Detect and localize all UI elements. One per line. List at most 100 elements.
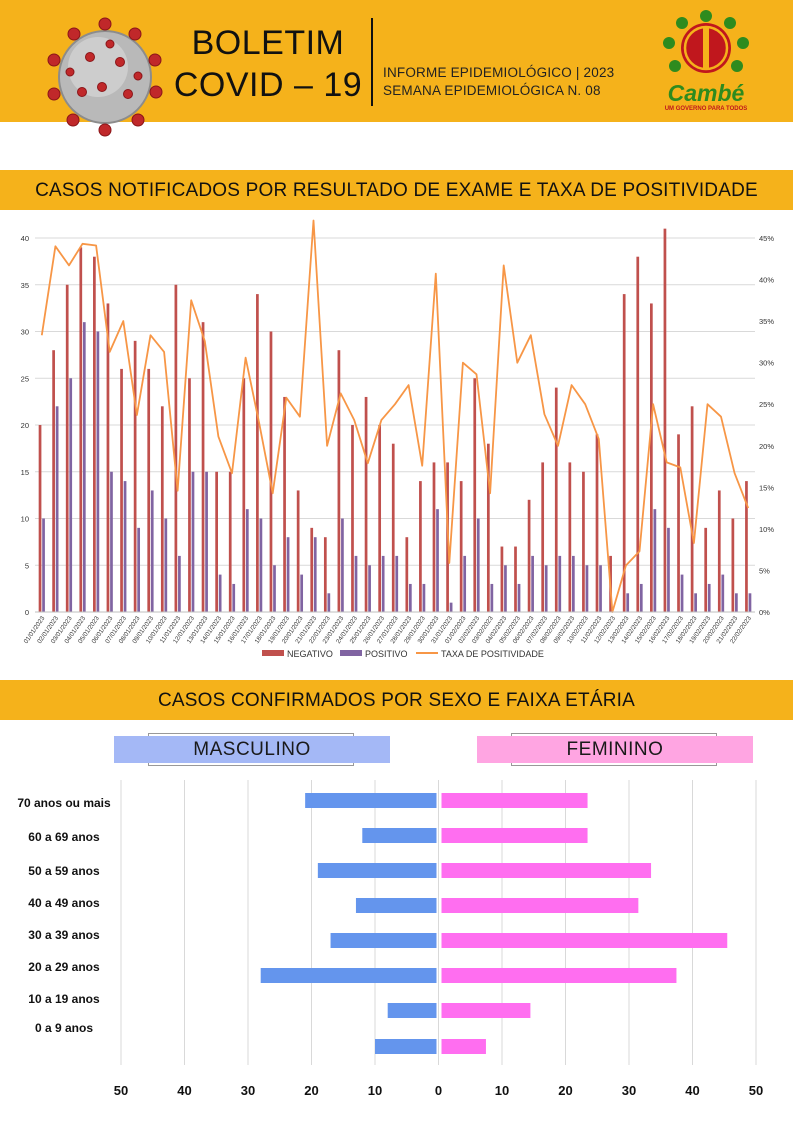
legend-positivo-swatch	[340, 650, 362, 656]
bar-positivo	[667, 527, 670, 612]
y-right-tick-label: 15%	[759, 483, 774, 492]
sex-age-chart: 50 40 30 20 10 0 10 20 30 40 50 70 anos ou mais 60 a…	[17, 780, 763, 1098]
bar-feminino	[441, 933, 728, 948]
bar-masculino	[330, 933, 437, 948]
bar-masculino	[387, 1003, 437, 1018]
bar-masculino	[355, 898, 437, 913]
bar-positivo	[626, 593, 630, 612]
bar-negativo	[568, 462, 572, 612]
bar-negativo	[649, 303, 653, 612]
y-right-tick-label: 20%	[759, 442, 774, 451]
legend-taxa-label: TAXA DE POSITIVIDADE	[441, 649, 544, 659]
bar-negativo	[745, 481, 748, 612]
coronavirus-icon	[47, 17, 163, 137]
bar-feminino	[441, 1039, 486, 1054]
section1-title: CASOS NOTIFICADOS POR RESULTADO DE EXAME…	[35, 180, 758, 201]
y-left-tick-label: 30	[21, 328, 29, 337]
bar-feminino	[441, 1003, 531, 1018]
bar-positivo	[680, 574, 684, 612]
bar-positivo	[395, 555, 399, 612]
bar-negativo	[378, 425, 382, 612]
bar-feminino	[441, 793, 588, 808]
bar-positivo	[694, 593, 697, 612]
bar-negativo	[636, 256, 640, 612]
bar-negativo	[52, 350, 55, 612]
male-label: MASCULINO	[114, 736, 390, 763]
section2-band	[0, 680, 793, 720]
bar-positivo	[123, 481, 127, 612]
y-left-tick-label: 0	[25, 608, 29, 617]
x-tick-label: 30	[241, 1083, 255, 1098]
bar-negativo	[663, 228, 667, 612]
y-right-tick-label: 40%	[759, 276, 774, 285]
bar-positivo	[449, 602, 453, 612]
bar-positivo	[354, 555, 358, 612]
bar-positivo	[721, 574, 725, 612]
bar-positivo	[381, 555, 385, 612]
bar-positivo	[544, 565, 548, 612]
bar-negativo	[269, 331, 273, 612]
bar-negativo	[160, 406, 164, 612]
y-left-tick-label: 35	[21, 281, 29, 290]
bar-negativo	[690, 406, 694, 612]
bar-positivo	[259, 518, 263, 612]
bar-negativo	[391, 443, 395, 612]
bar-positivo	[748, 593, 752, 612]
bar-negativo	[554, 387, 558, 612]
bar-negativo	[228, 471, 232, 612]
bar-positivo	[218, 574, 222, 612]
bar-negativo	[459, 481, 463, 612]
bar-negativo	[201, 322, 205, 612]
age-group-label: 0 a 9 anos	[35, 1021, 93, 1035]
bar-negativo	[93, 256, 96, 612]
female-label: FEMININO	[477, 736, 753, 763]
x-tick-label: 10	[368, 1083, 382, 1098]
bar-positivo	[82, 322, 86, 612]
bar-masculino	[375, 1039, 437, 1054]
bar-negativo	[677, 434, 680, 612]
cambe-logo	[663, 10, 749, 73]
bar-negativo	[215, 471, 218, 612]
x-tick-label: 20	[304, 1083, 318, 1098]
bar-negativo	[731, 518, 735, 612]
bar-negativo	[541, 462, 545, 612]
bar-positivo	[653, 509, 657, 612]
bulletin-subtitle: COVID – 19	[173, 66, 363, 104]
bar-positivo	[436, 509, 439, 612]
legend-negativo-swatch	[262, 650, 284, 656]
x-tick-label: 40	[685, 1083, 699, 1098]
y-right-tick-label: 30%	[759, 359, 774, 368]
bar-negativo	[704, 527, 708, 612]
bar-negativo	[337, 350, 341, 612]
bar-negativo	[256, 294, 259, 612]
bar-negativo	[310, 527, 314, 612]
bar-positivo	[300, 574, 304, 612]
y-right-tick-label: 25%	[759, 400, 774, 409]
x-tick-label: 10	[495, 1083, 509, 1098]
y-left-tick-label: 10	[21, 515, 29, 524]
bar-positivo	[55, 406, 59, 612]
x-tick-label: 0	[435, 1083, 442, 1098]
bar-positivo	[639, 583, 643, 612]
y-left-tick-label: 40	[21, 234, 29, 243]
legend-positivo-label: POSITIVO	[365, 649, 408, 659]
age-group-label: 50 a 59 anos	[28, 864, 100, 878]
y-left-tick-label: 25	[21, 374, 29, 383]
bar-positivo	[327, 593, 331, 612]
bar-positivo	[368, 565, 371, 612]
bar-negativo	[582, 471, 585, 612]
bar-feminino	[441, 863, 652, 878]
epi-week-info: SEMANA EPIDEMIOLÓGICA N. 08	[383, 83, 601, 98]
y-right-tick-label: 5%	[759, 566, 770, 575]
bar-negativo	[296, 490, 300, 612]
bar-positivo	[408, 583, 412, 612]
bar-negativo	[65, 284, 69, 612]
bar-negativo	[432, 462, 436, 612]
y-right-tick-label: 0%	[759, 608, 770, 617]
bar-positivo	[245, 509, 249, 612]
legend-negativo-label: NEGATIVO	[287, 649, 333, 659]
bar-positivo	[341, 518, 344, 612]
bar-masculino	[305, 793, 437, 808]
bar-positivo	[42, 518, 45, 612]
bar-positivo	[273, 565, 276, 612]
